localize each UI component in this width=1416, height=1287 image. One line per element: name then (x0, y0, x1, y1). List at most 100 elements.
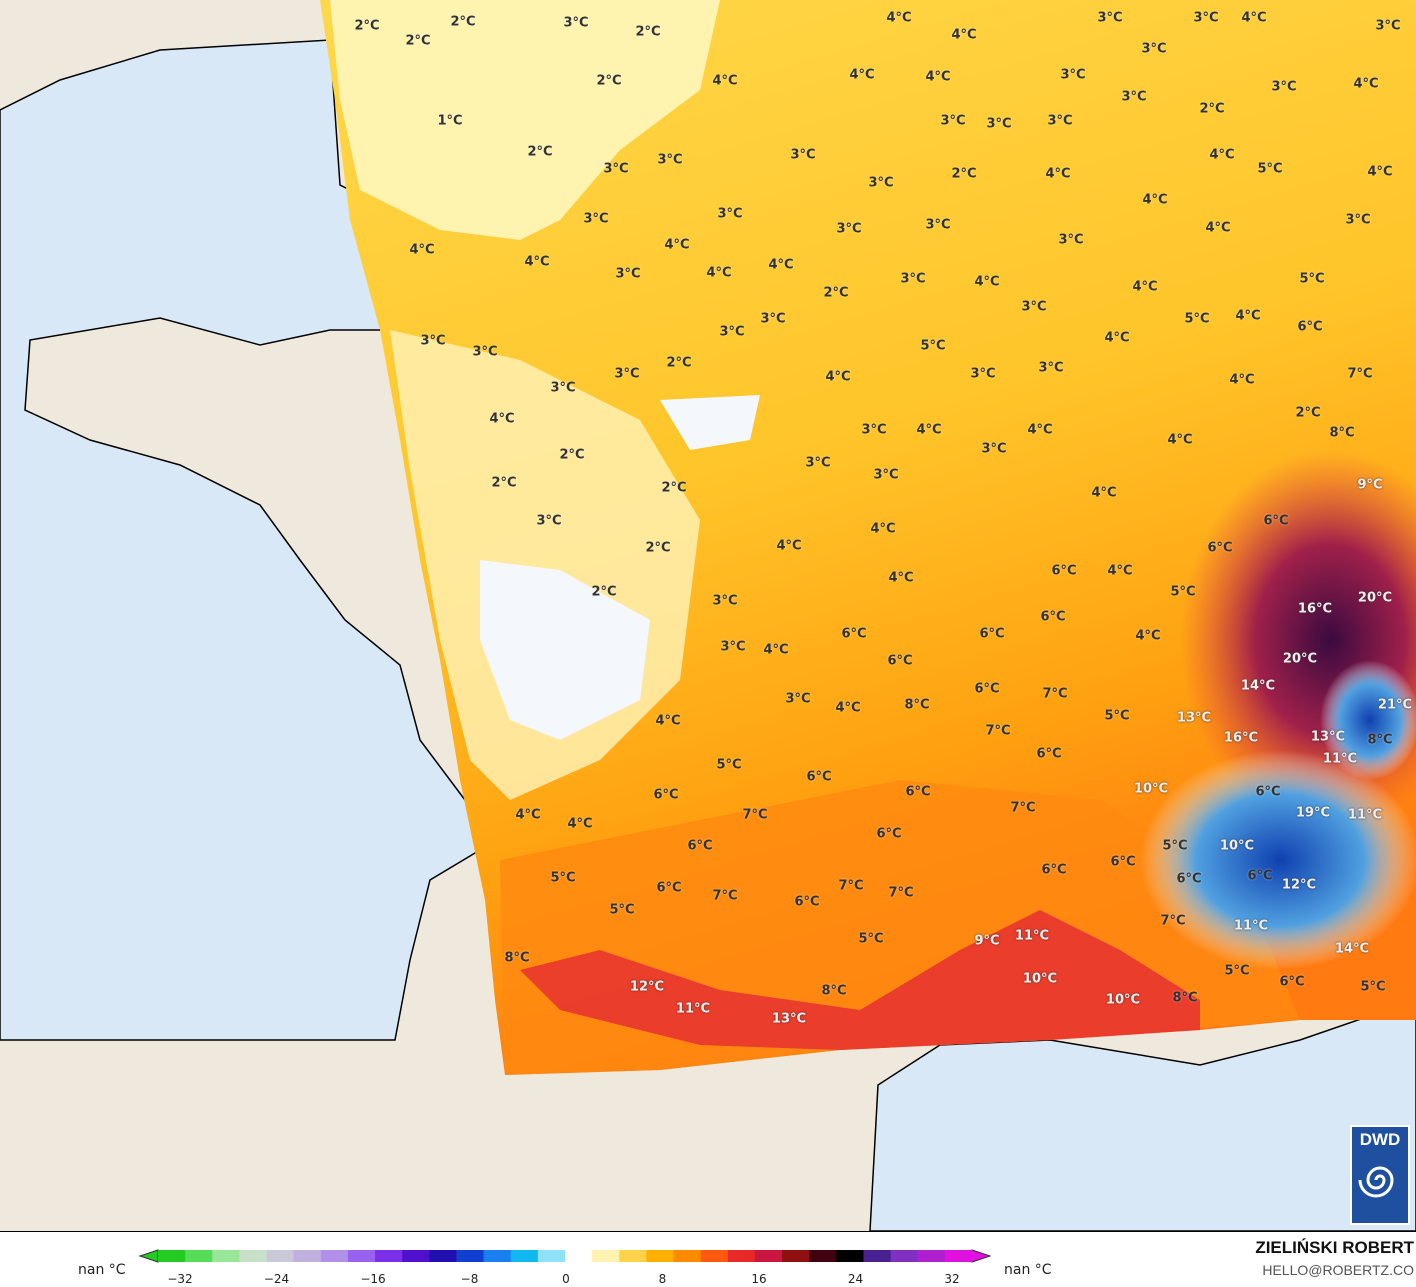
temperature-label: 8°C (1172, 990, 1198, 1006)
colorbar-segment (402, 1250, 430, 1262)
temperature-label: 10°C (1105, 992, 1141, 1008)
temperature-label: 7°C (888, 885, 914, 901)
temperature-label: 3°C (940, 113, 966, 129)
temperature-label: 3°C (873, 467, 899, 483)
temperature-label: 2°C (666, 355, 692, 371)
temperature-label: 10°C (1022, 971, 1058, 987)
colorbar-min-arrow (138, 1249, 159, 1263)
temperature-label: 2°C (491, 475, 517, 491)
spiral-icon (1358, 1166, 1394, 1198)
temperature-label: 2°C (823, 285, 849, 301)
temperature-label: 16°C (1223, 730, 1259, 746)
temperature-label: 10°C (1133, 781, 1169, 797)
temperature-label: 2°C (596, 73, 622, 89)
temperature-label: 6°C (687, 838, 713, 854)
temperature-label: 3°C (1375, 18, 1401, 34)
colorbar-segment (782, 1250, 810, 1262)
temperature-label: 1°C (437, 113, 463, 129)
temperature-label: 3°C (712, 593, 738, 609)
temperature-label: 11°C (1233, 918, 1269, 934)
branding: ZIELIŃSKI ROBERT HELLO@ROBERTZ.CO (1255, 1238, 1414, 1278)
temperature-label: 12°C (1281, 877, 1317, 893)
temperature-label: 2°C (951, 166, 977, 182)
temperature-label: 6°C (1207, 540, 1233, 556)
pale-north (330, 0, 720, 240)
temperature-label: 7°C (1160, 913, 1186, 929)
temperature-label: 4°C (1241, 10, 1267, 26)
temperature-label: 3°C (583, 211, 609, 227)
temperature-label: 4°C (664, 237, 690, 253)
temperature-label: 8°C (904, 697, 930, 713)
temperature-label: 6°C (1176, 871, 1202, 887)
temperature-label: 4°C (1353, 76, 1379, 92)
temperature-label: 14°C (1240, 678, 1276, 694)
temperature-label: 10°C (1219, 838, 1255, 854)
colorbar-tick-label: 24 (847, 1272, 864, 1286)
colorbar-tick-label: −8 (460, 1272, 479, 1286)
temperature-label: 11°C (675, 1001, 711, 1017)
colorbar-segment (158, 1250, 186, 1262)
colorbar-tick-label: −32 (167, 1272, 193, 1286)
temperature-label: 3°C (563, 15, 589, 31)
temperature-label: 3°C (925, 217, 951, 233)
temperature-label: 4°C (768, 257, 794, 273)
temperature-label: 4°C (1045, 166, 1071, 182)
colorbar-tick-label: 32 (944, 1272, 960, 1286)
temperature-label: 5°C (1224, 963, 1250, 979)
temperature-label: 8°C (1367, 732, 1393, 748)
author-email: HELLO@ROBERTZ.CO (1262, 1262, 1414, 1278)
colorbar-segment (646, 1250, 675, 1262)
temperature-label: 3°C (1121, 89, 1147, 105)
temperature-label: 6°C (1110, 854, 1136, 870)
temperature-label: 5°C (716, 757, 742, 773)
temperature-label: 2°C (661, 480, 687, 496)
temperature-label: 19°C (1295, 805, 1331, 821)
temperature-label: 4°C (888, 570, 914, 586)
temperature-label: 5°C (1299, 271, 1325, 287)
temperature-label: 7°C (838, 878, 864, 894)
temperature-label: 3°C (717, 206, 743, 222)
red-pyrenees (520, 910, 1200, 1050)
temperature-label: 4°C (925, 69, 951, 85)
colorbar-segment (483, 1250, 512, 1262)
temperature-label: 4°C (1104, 330, 1130, 346)
temperature-label: 4°C (712, 73, 738, 89)
temperature-label: 2°C (527, 144, 553, 160)
alps-cold (1140, 750, 1416, 970)
temperature-label: 6°C (656, 880, 682, 896)
temperature-label: 4°C (1167, 432, 1193, 448)
temperature-label: 3°C (1271, 79, 1297, 95)
temperature-label: 7°C (1010, 800, 1036, 816)
colorbar-segment (917, 1250, 946, 1262)
temperature-label: 3°C (720, 639, 746, 655)
temperature-label: 3°C (536, 513, 562, 529)
temperature-label: 6°C (979, 626, 1005, 642)
temperature-label: 4°C (916, 422, 942, 438)
colorbar-segment (592, 1250, 620, 1262)
temperature-label: 11°C (1014, 928, 1050, 944)
colorbar-segment (700, 1250, 729, 1262)
forecast-field (320, 0, 1416, 1075)
colorbar-tick-label: 0 (562, 1272, 570, 1286)
temperature-label: 3°C (836, 221, 862, 237)
colorbar-segment (320, 1250, 349, 1262)
temperature-label: 5°C (920, 338, 946, 354)
temperature-label: 3°C (1141, 41, 1167, 57)
temperature-label: 2°C (1199, 101, 1225, 117)
colorbar-segment (863, 1250, 892, 1262)
colorbar-segment (673, 1250, 702, 1262)
temperature-label: 4°C (524, 254, 550, 270)
temperature-label: 6°C (1263, 513, 1289, 529)
temperature-label: 4°C (870, 521, 896, 537)
temperature-label: 4°C (835, 700, 861, 716)
temperature-label: 14°C (1334, 941, 1370, 957)
colorbar-tick-label: 8 (658, 1272, 667, 1286)
temperature-label: 3°C (900, 271, 926, 287)
colorbar-segment (565, 1250, 593, 1262)
white-center (480, 560, 650, 740)
temperature-label: 6°C (1040, 609, 1066, 625)
temperature-label: 4°C (1027, 422, 1053, 438)
temperature-label: 3°C (1021, 299, 1047, 315)
temperature-label: 4°C (1135, 628, 1161, 644)
temperature-label: 6°C (974, 681, 1000, 697)
